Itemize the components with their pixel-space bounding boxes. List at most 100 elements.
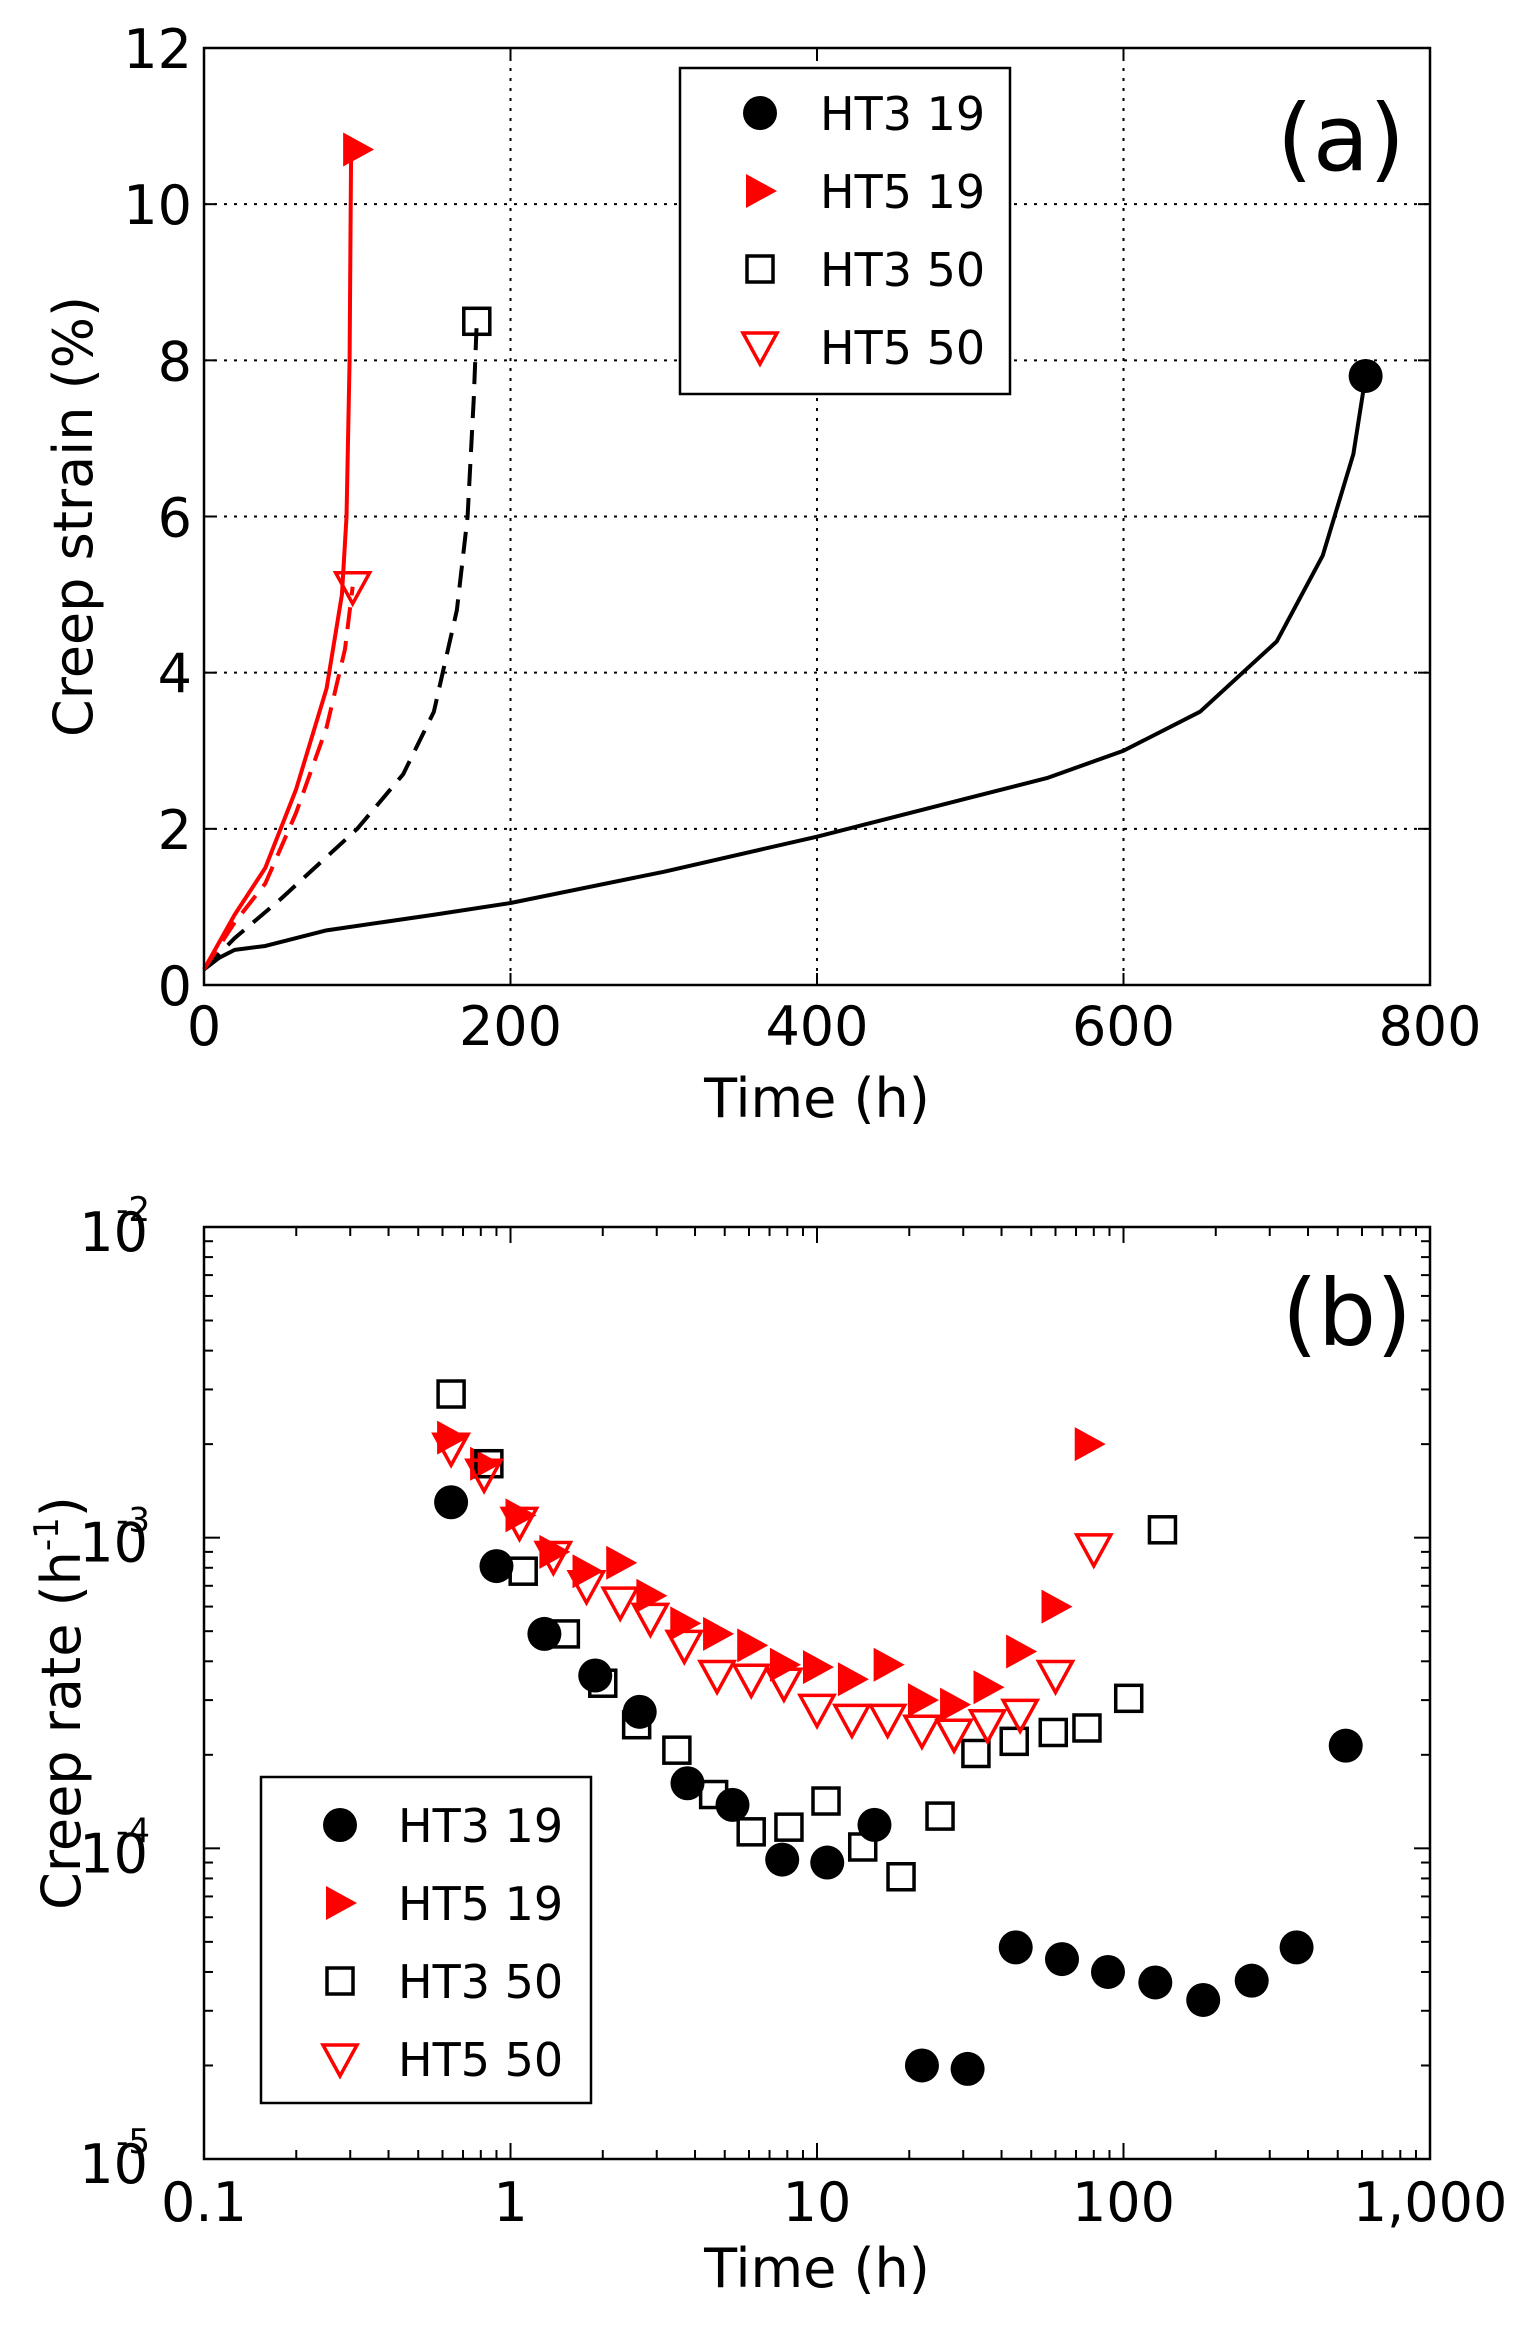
y-tick-label: 10-5 bbox=[79, 2122, 150, 2196]
data-point bbox=[431, 1432, 472, 1469]
y-axis-label-superscript: -1 bbox=[27, 1517, 67, 1551]
data-point bbox=[1000, 1698, 1041, 1735]
legend: HT3 19 HT5 19 HT3 50 HT5 50 bbox=[678, 66, 1012, 396]
data-point bbox=[621, 1709, 652, 1740]
data-point bbox=[479, 1549, 514, 1584]
data-point bbox=[437, 1420, 469, 1455]
legend-label: HT3 19 bbox=[820, 87, 985, 141]
data-point bbox=[698, 1779, 729, 1810]
y-tick-base: 10 bbox=[79, 1512, 148, 1575]
data-point bbox=[703, 1616, 735, 1651]
data-point bbox=[763, 1667, 804, 1704]
y-tick-base: 10 bbox=[79, 1201, 148, 1264]
data-point bbox=[499, 1506, 540, 1544]
data-point bbox=[901, 1714, 942, 1751]
data-point bbox=[600, 1586, 641, 1623]
data-point bbox=[873, 1647, 905, 1682]
data-point bbox=[434, 1485, 469, 1520]
y-tick-exponent: -5 bbox=[116, 2122, 150, 2162]
legend-label: HT3 50 bbox=[398, 1955, 563, 2009]
y-tick-label: 10-3 bbox=[79, 1501, 150, 1575]
data-point bbox=[831, 1703, 872, 1741]
data-point bbox=[934, 1718, 975, 1755]
legend-box bbox=[259, 1775, 593, 2105]
legend-marker bbox=[323, 1808, 357, 1842]
y-tick-exponent: -2 bbox=[116, 1190, 150, 1230]
x-tick-label: 400 bbox=[765, 995, 868, 1058]
legend-label: HT3 50 bbox=[820, 243, 985, 297]
y-tick-label: 6 bbox=[158, 487, 192, 550]
legend-marker bbox=[746, 174, 777, 208]
legend-marker bbox=[743, 96, 777, 130]
y-tick-base: 10 bbox=[79, 1822, 148, 1885]
data-point bbox=[907, 1683, 939, 1718]
chart-a: 0 200 400 600 800 0 2 4 6 8 10 12 Time (h) Creep stra… bbox=[42, 18, 1482, 1130]
data-point bbox=[973, 1670, 1005, 1705]
data-point bbox=[464, 1458, 505, 1495]
data-point bbox=[1113, 1683, 1144, 1714]
legend: HT3 19 HT5 19 HT3 50 HT5 50 bbox=[259, 1775, 593, 2105]
legend-marker bbox=[326, 1886, 357, 1920]
data-point bbox=[1072, 1713, 1102, 1743]
data-point bbox=[1035, 1659, 1076, 1697]
series-line-ht5-50 bbox=[202, 586, 355, 971]
x-tick-label: 200 bbox=[459, 995, 562, 1058]
data-point bbox=[630, 1602, 671, 1639]
x-tick-label: 0 bbox=[187, 995, 221, 1058]
data-point bbox=[1073, 1533, 1114, 1570]
data-point bbox=[664, 1629, 705, 1667]
data-point bbox=[474, 1448, 504, 1479]
data-point bbox=[1279, 1930, 1314, 1965]
y-tick-label: 10-4 bbox=[79, 1811, 150, 1885]
data-point bbox=[1038, 1717, 1069, 1748]
data-point bbox=[731, 1663, 772, 1700]
x-tick-label: 800 bbox=[1378, 995, 1481, 1058]
y-tick-exponent: -3 bbox=[116, 1501, 150, 1541]
series-line-ht3-50 bbox=[202, 321, 479, 971]
data-point bbox=[578, 1658, 613, 1693]
data-point bbox=[998, 1930, 1033, 1965]
y-axis-label-text: Creep rate (h bbox=[30, 1551, 93, 1910]
data-point bbox=[1044, 1942, 1079, 1977]
y-tick-label: 12 bbox=[123, 18, 192, 81]
data-point bbox=[508, 1556, 538, 1586]
y-tick-label: 4 bbox=[158, 643, 192, 706]
data-point bbox=[811, 1786, 841, 1816]
series-end-marker bbox=[1348, 358, 1383, 393]
data-point bbox=[904, 2048, 939, 2083]
data-point bbox=[670, 1606, 702, 1641]
y-tick-exponent: -4 bbox=[116, 1811, 150, 1851]
data-point bbox=[470, 1446, 502, 1481]
data-point bbox=[1041, 1589, 1073, 1624]
y-tick-label: 0 bbox=[158, 955, 192, 1018]
legend-box bbox=[678, 66, 1012, 396]
data-point bbox=[662, 1735, 692, 1765]
x-tick-label: 1 bbox=[493, 2171, 527, 2234]
data-point bbox=[810, 1845, 845, 1880]
x-axis-label: Time (h) bbox=[703, 1067, 930, 1130]
data-point bbox=[550, 1619, 581, 1649]
y-axis-label: Creep strain (%) bbox=[42, 296, 105, 737]
data-point bbox=[803, 1650, 834, 1685]
data-point bbox=[961, 1738, 991, 1769]
data-point bbox=[886, 1862, 916, 1892]
data-point bbox=[670, 1766, 705, 1801]
series-end-marker bbox=[332, 571, 373, 608]
legend-marker bbox=[745, 254, 775, 284]
x-tick-label: 1,000 bbox=[1353, 2171, 1508, 2234]
data-point bbox=[436, 1379, 466, 1409]
data-point bbox=[847, 1832, 878, 1862]
data-point bbox=[715, 1787, 750, 1822]
data-point bbox=[588, 1668, 618, 1698]
data-point bbox=[940, 1687, 972, 1722]
panel-label: (a) bbox=[1277, 85, 1405, 192]
data-point bbox=[1147, 1515, 1178, 1545]
data-point bbox=[1006, 1634, 1038, 1669]
series-end-marker bbox=[343, 132, 375, 167]
data-point bbox=[967, 1708, 1008, 1746]
data-point bbox=[867, 1703, 908, 1741]
legend-label: HT5 19 bbox=[820, 165, 985, 219]
legend-label: HT5 50 bbox=[820, 321, 985, 375]
x-tick-label: 0.1 bbox=[161, 2171, 247, 2234]
